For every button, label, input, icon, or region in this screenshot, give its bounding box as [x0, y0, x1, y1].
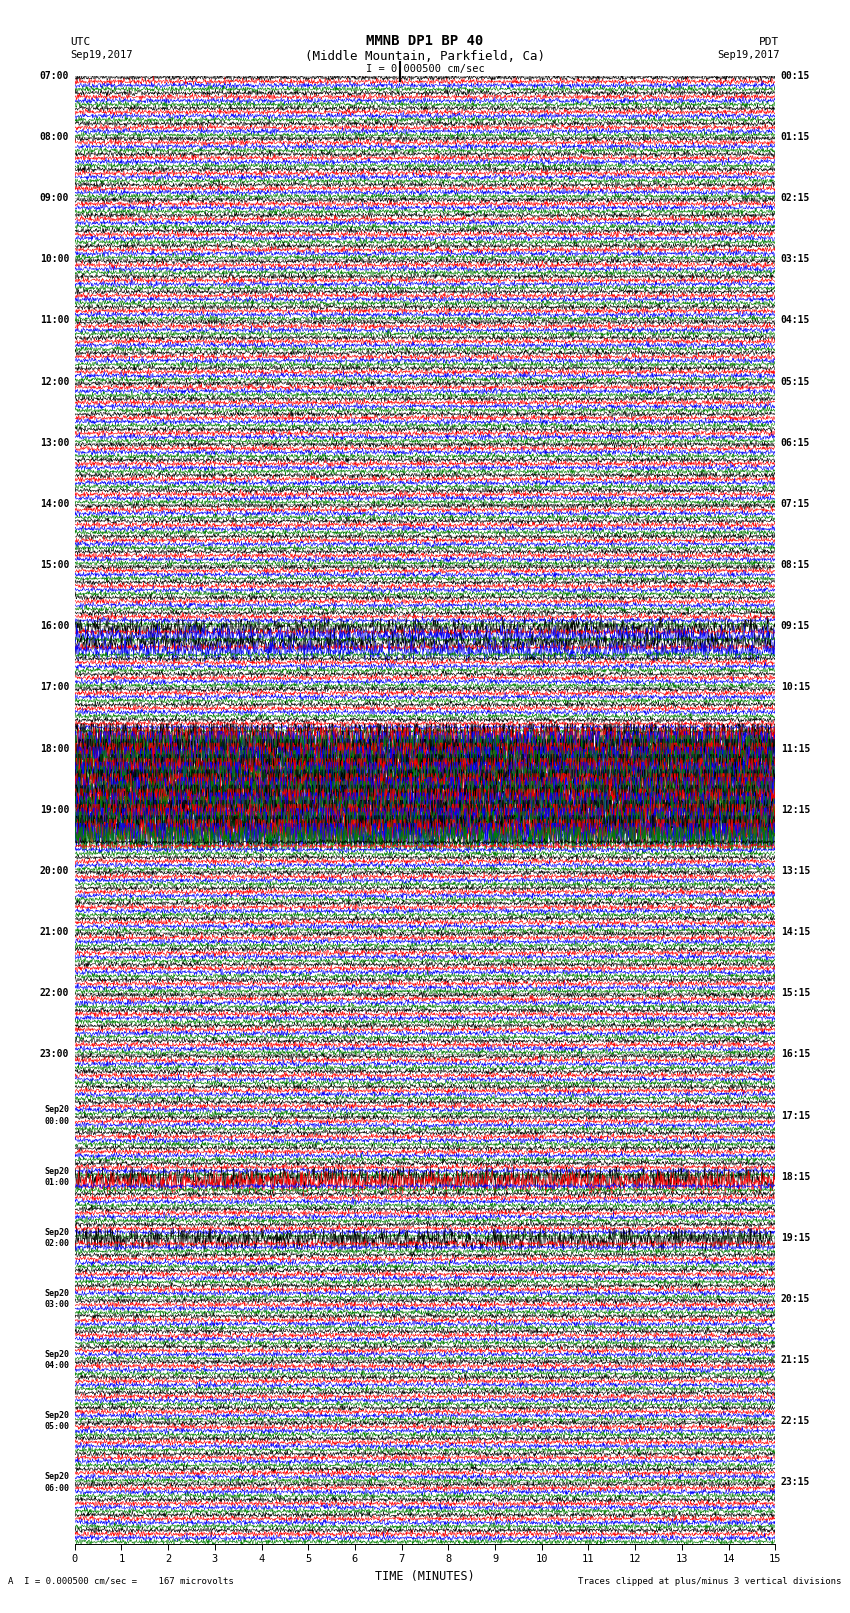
Text: Traces clipped at plus/minus 3 vertical divisions: Traces clipped at plus/minus 3 vertical …: [578, 1578, 842, 1586]
Text: 07:00: 07:00: [40, 71, 69, 81]
Text: 15:15: 15:15: [781, 989, 810, 998]
Text: 17:00: 17:00: [40, 682, 69, 692]
Text: 23:15: 23:15: [781, 1478, 810, 1487]
Text: 13:15: 13:15: [781, 866, 810, 876]
Text: 14:00: 14:00: [40, 498, 69, 510]
Text: Sep20
05:00: Sep20 05:00: [44, 1411, 69, 1431]
Text: 14:15: 14:15: [781, 927, 810, 937]
Text: 21:15: 21:15: [781, 1355, 810, 1365]
Text: 11:15: 11:15: [781, 744, 810, 753]
Text: Sep20
04:00: Sep20 04:00: [44, 1350, 69, 1369]
Text: 19:00: 19:00: [40, 805, 69, 815]
Text: 20:15: 20:15: [781, 1294, 810, 1303]
Text: 09:00: 09:00: [40, 194, 69, 203]
Text: 05:15: 05:15: [781, 376, 810, 387]
Text: 02:15: 02:15: [781, 194, 810, 203]
Text: 10:00: 10:00: [40, 255, 69, 265]
Text: 12:15: 12:15: [781, 805, 810, 815]
Text: 08:15: 08:15: [781, 560, 810, 569]
Text: Sep19,2017: Sep19,2017: [71, 50, 133, 60]
Text: 08:00: 08:00: [40, 132, 69, 142]
Text: Sep20
00:00: Sep20 00:00: [44, 1105, 69, 1126]
Text: 01:15: 01:15: [781, 132, 810, 142]
Text: 16:00: 16:00: [40, 621, 69, 631]
Text: A  I = 0.000500 cm/sec =    167 microvolts: A I = 0.000500 cm/sec = 167 microvolts: [8, 1578, 235, 1586]
Text: 22:15: 22:15: [781, 1416, 810, 1426]
Text: 10:15: 10:15: [781, 682, 810, 692]
Text: 06:15: 06:15: [781, 437, 810, 448]
Text: 17:15: 17:15: [781, 1110, 810, 1121]
Text: PDT: PDT: [759, 37, 779, 47]
Text: 23:00: 23:00: [40, 1050, 69, 1060]
Text: (Middle Mountain, Parkfield, Ca): (Middle Mountain, Parkfield, Ca): [305, 50, 545, 63]
Text: 18:15: 18:15: [781, 1171, 810, 1182]
Text: 15:00: 15:00: [40, 560, 69, 569]
Text: Sep20
02:00: Sep20 02:00: [44, 1227, 69, 1248]
Text: 22:00: 22:00: [40, 989, 69, 998]
Text: 07:15: 07:15: [781, 498, 810, 510]
Text: 16:15: 16:15: [781, 1050, 810, 1060]
Text: Sep20
01:00: Sep20 01:00: [44, 1166, 69, 1187]
Text: 19:15: 19:15: [781, 1232, 810, 1244]
Text: 20:00: 20:00: [40, 866, 69, 876]
Text: 00:15: 00:15: [781, 71, 810, 81]
X-axis label: TIME (MINUTES): TIME (MINUTES): [375, 1569, 475, 1582]
Text: 21:00: 21:00: [40, 927, 69, 937]
Text: Sep19,2017: Sep19,2017: [717, 50, 779, 60]
Text: UTC: UTC: [71, 37, 91, 47]
Text: 12:00: 12:00: [40, 376, 69, 387]
Text: 04:15: 04:15: [781, 316, 810, 326]
Text: 11:00: 11:00: [40, 316, 69, 326]
Text: Sep20
03:00: Sep20 03:00: [44, 1289, 69, 1310]
Text: 09:15: 09:15: [781, 621, 810, 631]
Text: Sep20
06:00: Sep20 06:00: [44, 1473, 69, 1492]
Text: 18:00: 18:00: [40, 744, 69, 753]
Text: 03:15: 03:15: [781, 255, 810, 265]
Text: I = 0.000500 cm/sec: I = 0.000500 cm/sec: [366, 65, 484, 74]
Text: 13:00: 13:00: [40, 437, 69, 448]
Text: MMNB DP1 BP 40: MMNB DP1 BP 40: [366, 34, 484, 48]
